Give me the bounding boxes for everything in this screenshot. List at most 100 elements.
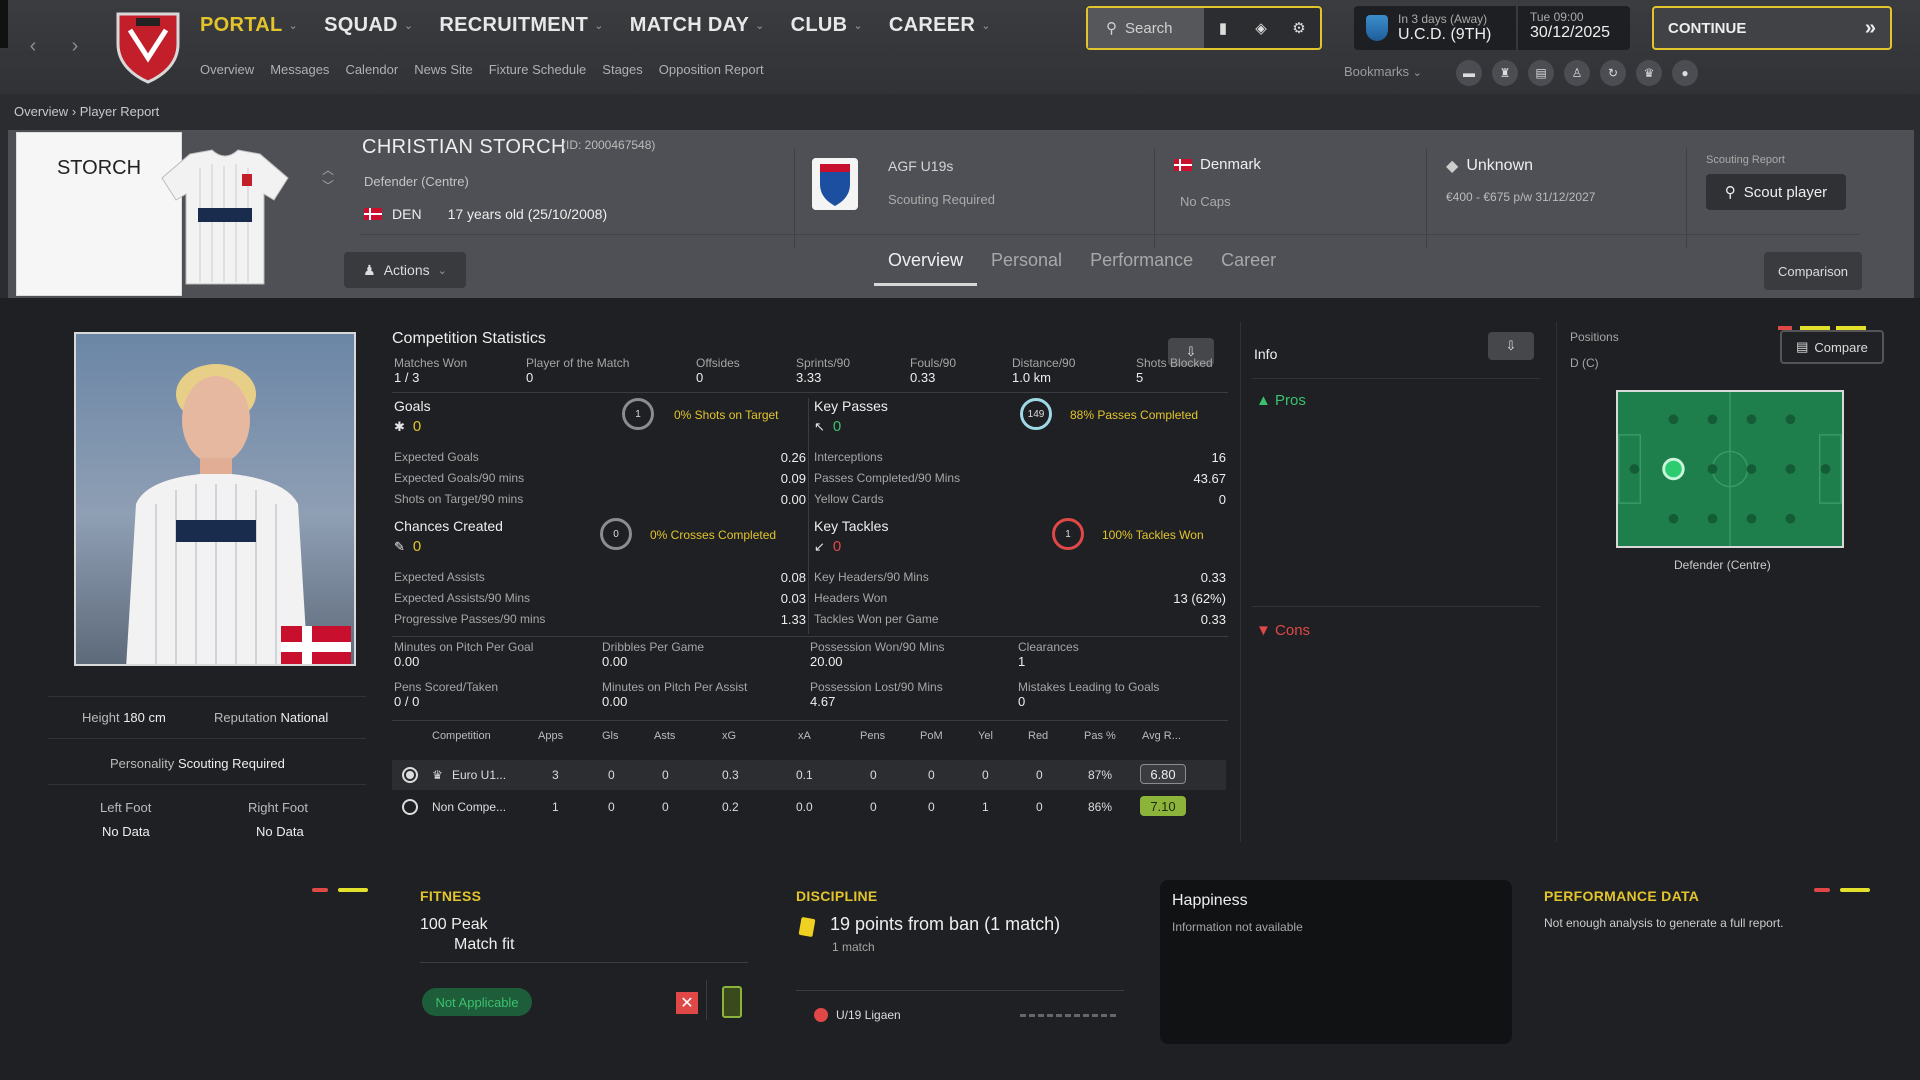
ball-icon[interactable]: ● xyxy=(1672,60,1698,86)
subnav-fixture-schedule[interactable]: Fixture Schedule xyxy=(488,62,587,77)
subnav-stages[interactable]: Stages xyxy=(602,62,643,77)
current-date[interactable]: Tue 09:00 30/12/2025 xyxy=(1518,6,1630,50)
subnav-calendar[interactable]: Calendor xyxy=(345,62,399,77)
discipline-sub: 1 match xyxy=(832,940,875,954)
radio-selected[interactable] xyxy=(402,767,418,783)
cell: 0 xyxy=(1036,800,1043,814)
comparison-button[interactable]: Comparison xyxy=(1764,252,1862,290)
stat-value: 1 xyxy=(1018,654,1026,669)
discipline-headline: 19 points from ban (1 match) xyxy=(830,914,1061,934)
indicator-yellow xyxy=(1840,888,1870,892)
forward-arrow-icon[interactable]: › xyxy=(71,34,79,57)
col-header[interactable]: Competition xyxy=(432,730,491,742)
clipboard-icon[interactable]: ▤ xyxy=(1528,60,1554,86)
download-icon[interactable]: ⇩ xyxy=(1488,332,1534,360)
bookmark-icon[interactable]: ▮ xyxy=(1218,20,1228,37)
shirt-icon[interactable]: ♜ xyxy=(1492,60,1518,86)
people-icon[interactable]: ♙ xyxy=(1564,60,1590,86)
stat-value: 0 xyxy=(526,370,534,385)
gear-icon[interactable]: ⚙ xyxy=(1292,20,1306,37)
cell: 0.3 xyxy=(722,768,739,782)
shots-ring: 1 xyxy=(622,398,654,430)
chevron-down-icon[interactable]: ﹀ xyxy=(322,179,335,193)
player-nation-age: DEN 17 years old (25/10/2008) xyxy=(364,206,607,222)
club-crest[interactable] xyxy=(812,158,858,210)
col-header[interactable]: Pens xyxy=(860,730,886,742)
divider xyxy=(392,720,1228,721)
breadcrumb-overview[interactable]: Overview xyxy=(14,104,69,119)
stat-label: Pens Scored/Taken xyxy=(394,680,499,694)
country[interactable]: Denmark xyxy=(1174,156,1261,173)
nav-recruitment[interactable]: RECRUITMENT ⌄ xyxy=(439,14,604,36)
search-field[interactable]: ⚲ Search xyxy=(1088,8,1204,48)
subnav-opposition-report[interactable]: Opposition Report xyxy=(658,62,764,77)
chevron-down-icon: ⌄ xyxy=(594,20,604,32)
shield-icon[interactable]: ◈ xyxy=(1255,20,1267,37)
boot-icon: ↖ xyxy=(814,418,825,434)
col-header[interactable]: Pas % xyxy=(1084,730,1116,742)
scout-player-button[interactable]: ⚲ Scout player xyxy=(1706,174,1846,210)
row-value: 0 xyxy=(1218,492,1226,507)
subnav-messages[interactable]: Messages xyxy=(270,62,330,77)
cell: 0 xyxy=(870,800,877,814)
chevron-up-icon[interactable]: ︿ xyxy=(322,163,335,177)
indicator-yellow xyxy=(338,888,368,892)
continue-button[interactable]: CONTINUE » xyxy=(1652,6,1892,50)
col-header[interactable]: Yel xyxy=(978,730,993,742)
col-header[interactable]: xA xyxy=(798,730,811,742)
tab-career[interactable]: Career xyxy=(1221,250,1277,270)
col-header[interactable]: Avg R... xyxy=(1142,730,1181,742)
subnav-overview[interactable]: Overview xyxy=(200,62,255,77)
nav-squad[interactable]: SQUAD ⌄ xyxy=(324,14,414,36)
col-header[interactable]: Red xyxy=(1028,730,1049,742)
club-logo[interactable] xyxy=(112,8,184,84)
col-header[interactable]: xG xyxy=(722,730,737,742)
col-header[interactable]: Gls xyxy=(602,730,619,742)
trophy-icon: ♛ xyxy=(432,768,443,782)
stat-value: 4.67 xyxy=(810,694,836,709)
stat-value: 0.00 xyxy=(394,654,420,669)
person-icon: ♟ xyxy=(363,261,376,278)
stat-label: Matches Won xyxy=(394,356,468,370)
divider xyxy=(48,784,366,785)
nav-career[interactable]: CAREER ⌄ xyxy=(888,14,991,36)
shots-on-target: 0% Shots on Target xyxy=(674,408,779,422)
chances-title: Chances Created xyxy=(394,518,503,534)
col-header[interactable]: Apps xyxy=(538,730,564,742)
stat-label: Clearances xyxy=(1018,640,1079,654)
left-strip xyxy=(0,0,8,48)
radio-unselected[interactable] xyxy=(402,799,418,815)
col-header[interactable]: PoM xyxy=(920,730,943,742)
nav-portal[interactable]: PORTAL ⌄ xyxy=(200,14,299,36)
compare-button[interactable]: ▤ Compare xyxy=(1780,330,1884,364)
player-id: (ID: 2000467548) xyxy=(562,138,656,152)
tab-overview[interactable]: Overview xyxy=(874,246,978,286)
back-arrow-icon[interactable]: ‹ xyxy=(29,34,37,57)
row-label: Expected Assists/90 Mins xyxy=(394,591,531,605)
club-name[interactable]: AGF U19s xyxy=(888,158,954,174)
subnav-news-site[interactable]: News Site xyxy=(414,62,473,77)
key-passes-title: Key Passes xyxy=(814,398,888,414)
chat-icon[interactable]: ▬ xyxy=(1456,60,1482,86)
player-position: Defender (Centre) xyxy=(364,174,469,189)
table-row[interactable]: Non Compe... 1 0 0 0.2 0.0 0 0 1 0 86% 7… xyxy=(392,792,1226,822)
download-icon[interactable]: ⇩ xyxy=(1168,338,1214,366)
player-cycle-arrows[interactable]: ︿ ﹀ xyxy=(322,162,334,194)
refresh-icon[interactable]: ↻ xyxy=(1600,60,1626,86)
tab-personal[interactable]: Personal xyxy=(991,250,1063,270)
bookmarks-dropdown[interactable]: Bookmarks ⌄ xyxy=(1344,64,1422,79)
next-match[interactable]: In 3 days (Away) U.C.D. (9TH) xyxy=(1354,6,1516,50)
indicator-red xyxy=(1814,888,1830,892)
row-label: Expected Goals/90 mins xyxy=(394,471,525,485)
col-header[interactable]: Asts xyxy=(654,730,676,742)
stat-label: Minutes on Pitch Per Goal xyxy=(394,640,534,654)
nav-match-day[interactable]: MATCH DAY ⌄ xyxy=(629,14,765,36)
avg-rating-badge: 7.10 xyxy=(1140,796,1186,816)
stat-label: Dribbles Per Game xyxy=(602,640,705,654)
nav-club[interactable]: CLUB ⌄ xyxy=(790,14,863,36)
tab-performance[interactable]: Performance xyxy=(1090,250,1194,270)
table-row[interactable]: ♛ Euro U1... 3 0 0 0.3 0.1 0 0 0 0 87% 6… xyxy=(392,760,1226,790)
trophy-icon[interactable]: ♛ xyxy=(1636,60,1662,86)
league-name[interactable]: U/19 Ligaen xyxy=(836,1008,901,1022)
actions-button[interactable]: ♟ Actions ⌄ xyxy=(344,252,466,288)
